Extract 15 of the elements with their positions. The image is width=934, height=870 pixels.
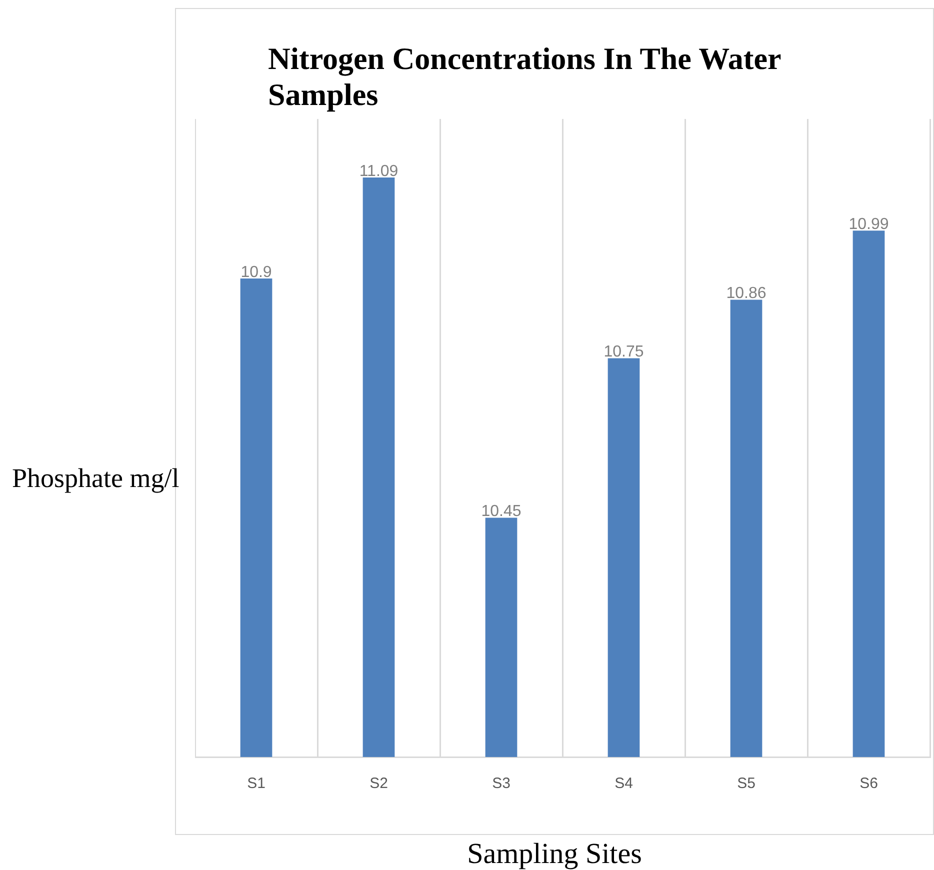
data-label: 10.9 bbox=[240, 264, 272, 281]
data-label: 10.75 bbox=[604, 344, 644, 361]
x-tick-label: S3 bbox=[492, 775, 510, 792]
data-label: 10.99 bbox=[848, 216, 889, 234]
x-tick-label: S6 bbox=[860, 775, 878, 792]
data-label: 10.45 bbox=[481, 503, 522, 520]
x-tick-label: S4 bbox=[614, 775, 633, 792]
x-axis-title: Sampling Sites bbox=[466, 838, 643, 870]
x-tick-label: S1 bbox=[247, 775, 266, 792]
data-label: 11.09 bbox=[359, 162, 398, 180]
chart-title: Nitrogen Concentrations In The Water Samples bbox=[268, 41, 782, 113]
y-axis-title: Phosphate mg/l bbox=[12, 463, 180, 494]
data-label: 10.86 bbox=[726, 285, 766, 302]
x-tick-label: S5 bbox=[737, 775, 756, 792]
x-tick-label: S2 bbox=[370, 775, 388, 792]
